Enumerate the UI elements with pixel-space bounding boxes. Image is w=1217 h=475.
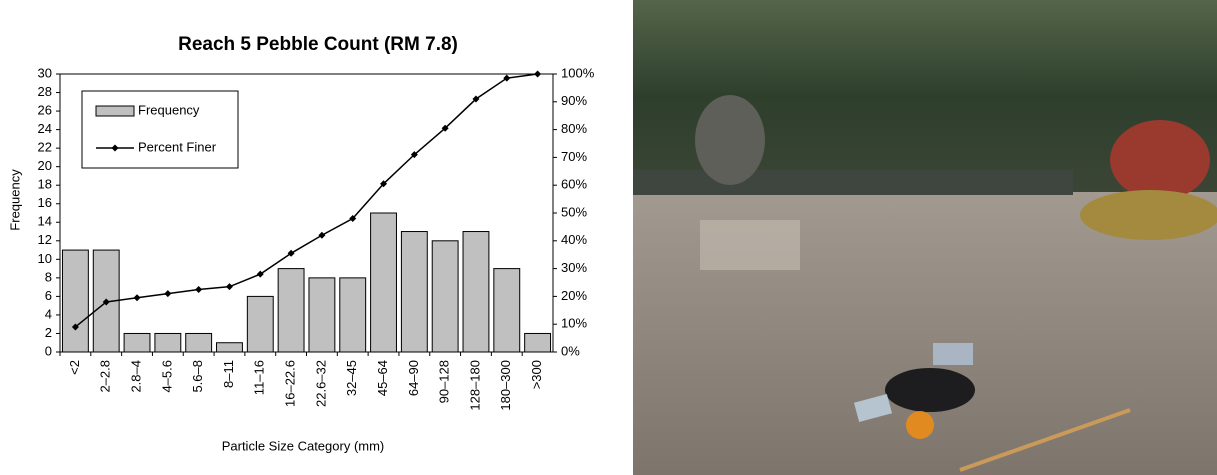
y2-tick-label: 90% <box>561 93 587 108</box>
y-tick-label: 16 <box>38 195 52 210</box>
y2-tick-label: 20% <box>561 288 587 303</box>
bar <box>371 213 397 352</box>
y2-tick-label: 60% <box>561 177 587 192</box>
y-tick-label: 10 <box>38 251 52 266</box>
bar <box>247 296 273 352</box>
bar <box>124 333 150 352</box>
y2-tick-label: 70% <box>561 149 587 164</box>
bar <box>494 269 520 352</box>
bar <box>463 232 489 352</box>
bar <box>217 343 243 352</box>
x-tick-label: 8–11 <box>221 360 236 388</box>
y-tick-label: 4 <box>45 306 52 321</box>
bar <box>309 278 335 352</box>
x-tick-label: 45–64 <box>375 360 390 396</box>
point <box>164 290 171 297</box>
x-tick-label: 32–45 <box>344 360 359 396</box>
point <box>226 283 233 290</box>
y-tick-label: 2 <box>45 325 52 340</box>
y-tick-label: 24 <box>38 121 52 136</box>
y2-tick-label: 0% <box>561 343 580 358</box>
x-tick-label: >300 <box>529 360 544 389</box>
bar <box>432 241 458 352</box>
y2-tick-label: 30% <box>561 260 587 275</box>
bar <box>155 333 181 352</box>
bar <box>278 269 304 352</box>
x-tick-label: 16–22.6 <box>283 360 298 407</box>
y-tick-label: 18 <box>38 177 52 192</box>
x-tick-label: 4–5.6 <box>159 360 174 393</box>
point <box>134 294 141 301</box>
bar <box>62 250 88 352</box>
x-tick-label: 90–128 <box>437 360 452 403</box>
point <box>195 286 202 293</box>
x-tick-label: <2 <box>67 360 82 375</box>
y-tick-label: 30 <box>38 65 52 80</box>
bar <box>525 333 551 352</box>
chart-title: Reach 5 Pebble Count (RM 7.8) <box>178 34 458 55</box>
point <box>534 71 541 78</box>
y-tick-label: 12 <box>38 232 52 247</box>
y2-tick-label: 50% <box>561 204 587 219</box>
x-tick-label: 128–180 <box>467 360 482 411</box>
y-tick-label: 22 <box>38 140 52 155</box>
y-tick-label: 0 <box>45 343 52 358</box>
y-tick-label: 28 <box>38 84 52 99</box>
legend-label: Frequency <box>138 102 200 117</box>
y-tick-label: 14 <box>38 214 52 229</box>
y-tick-label: 26 <box>38 103 52 118</box>
point <box>318 232 325 239</box>
x-tick-label: 22.6–32 <box>313 360 328 407</box>
x-tick-label: 11–16 <box>252 360 267 395</box>
x-tick-label: 2–2.8 <box>98 360 113 393</box>
photo <box>633 0 1217 475</box>
bar <box>186 333 212 352</box>
y-axis-label: Frequency <box>7 169 22 231</box>
page: Reach 5 Pebble Count (RM 7.8) Particle S… <box>0 0 1217 475</box>
bar <box>340 278 366 352</box>
x-tick-label: 5.6–8 <box>190 360 205 393</box>
y2-tick-label: 40% <box>561 232 587 247</box>
y2-tick-label: 80% <box>561 121 587 136</box>
x-tick-label: 64–90 <box>406 360 421 396</box>
x-axis-label: Particle Size Category (mm) <box>222 438 385 453</box>
y-tick-label: 8 <box>45 269 52 284</box>
bar <box>401 232 427 352</box>
x-tick-label: 180–300 <box>498 360 513 411</box>
y-tick-label: 20 <box>38 158 52 173</box>
y2-tick-label: 100% <box>561 65 595 80</box>
y2-tick-label: 10% <box>561 316 587 331</box>
x-tick-label: 2.8–4 <box>128 360 143 393</box>
legend-swatch <box>96 106 134 116</box>
legend-label: Percent Finer <box>138 139 217 154</box>
y-tick-label: 6 <box>45 288 52 303</box>
